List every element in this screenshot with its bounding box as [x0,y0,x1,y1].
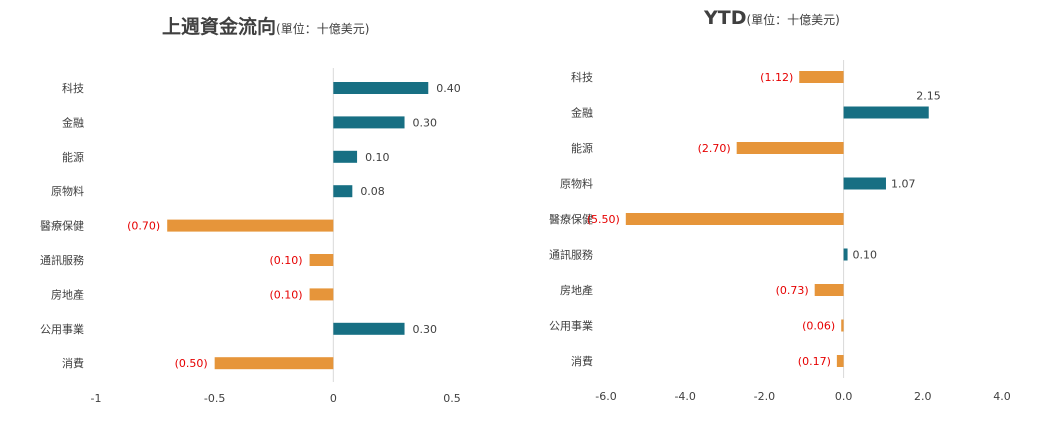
data-label: (0.10) [270,254,303,267]
data-label: (1.12) [760,71,793,84]
category-label: 金融 [571,106,593,120]
category-label: 房地產 [560,283,593,297]
data-label: 2.15 [916,90,941,103]
data-label: (0.10) [270,288,303,301]
x-tick-label: 0 [330,392,337,405]
category-label: 醫療保健 [40,219,84,233]
category-label: 能源 [571,141,593,155]
data-label: (0.70) [127,220,160,233]
category-label: 金融 [62,115,84,129]
data-label: (5.50) [587,213,620,226]
bar [333,185,353,198]
chart-title-unit: (單位：十億美元) [747,12,840,27]
category-label: 科技 [62,81,84,95]
data-label: 0.30 [413,116,438,129]
data-label: 0.40 [436,82,461,95]
bar [333,322,405,335]
data-label: (0.06) [802,320,835,333]
bar [625,213,844,225]
chart-title: YTD(單位：十億美元) [703,7,840,29]
category-label: 通訊服務 [40,253,84,267]
data-label: (0.73) [776,284,809,297]
data-label: 0.10 [365,151,390,164]
x-tick-label: -4.0 [674,390,695,403]
category-label: 公用事業 [549,320,593,333]
chart-title-unit: (單位：十億美元) [276,21,369,36]
bar [799,71,844,83]
chart-weekly-flow: 上週資金流向(單位：十億美元) 科技 0.40 金融 0.30 能源 0.10 原物料 0.08… [40,15,461,405]
category-label: 房地產 [51,287,84,301]
bar [214,357,334,370]
bar [843,248,848,261]
bar [836,355,844,367]
x-tick-label: -6.0 [595,390,616,403]
chart-title-main: 上週資金流向 [162,15,276,38]
bar [736,142,844,154]
bar [843,106,929,119]
bar [843,177,886,190]
category-label: 通訊服務 [549,248,593,262]
bar [814,284,844,296]
category-label: 公用事業 [40,323,84,336]
category-label: 消費 [62,356,84,370]
bar [309,288,334,301]
category-label: 消費 [571,354,593,368]
x-tick-label: 2.0 [914,390,932,403]
data-label: 0.10 [853,249,878,262]
category-label: 原物料 [560,177,593,191]
chart-title-main: YTD [703,7,747,29]
category-label: 能源 [62,150,84,164]
x-tick-label: -1 [91,392,102,405]
x-tick-label: 4.0 [993,390,1011,403]
bar [333,150,358,163]
bar [309,254,334,266]
bar [841,319,844,332]
category-label: 原物料 [51,184,84,198]
x-tick-label: -2.0 [754,390,775,403]
chart-title: 上週資金流向(單位：十億美元) [162,15,369,38]
data-label: 0.08 [360,185,385,198]
data-label: 0.30 [413,323,438,336]
data-label: (0.50) [175,357,208,370]
bar [333,116,405,129]
data-label: 1.07 [891,178,916,191]
x-tick-label: 0.0 [835,390,853,403]
category-label: 醫療保健 [549,212,593,226]
data-label: (2.70) [698,142,731,155]
bar [333,82,429,94]
category-label: 科技 [571,70,593,84]
x-tick-label: 0.5 [443,392,461,405]
bar [167,219,334,232]
chart-ytd: YTD(單位：十億美元) 科技 (1.12) 金融 2.15 能源 (2.70) 原物料 1.0… [549,7,1011,403]
data-label: (0.17) [798,355,831,368]
x-tick-label: -0.5 [204,392,225,405]
